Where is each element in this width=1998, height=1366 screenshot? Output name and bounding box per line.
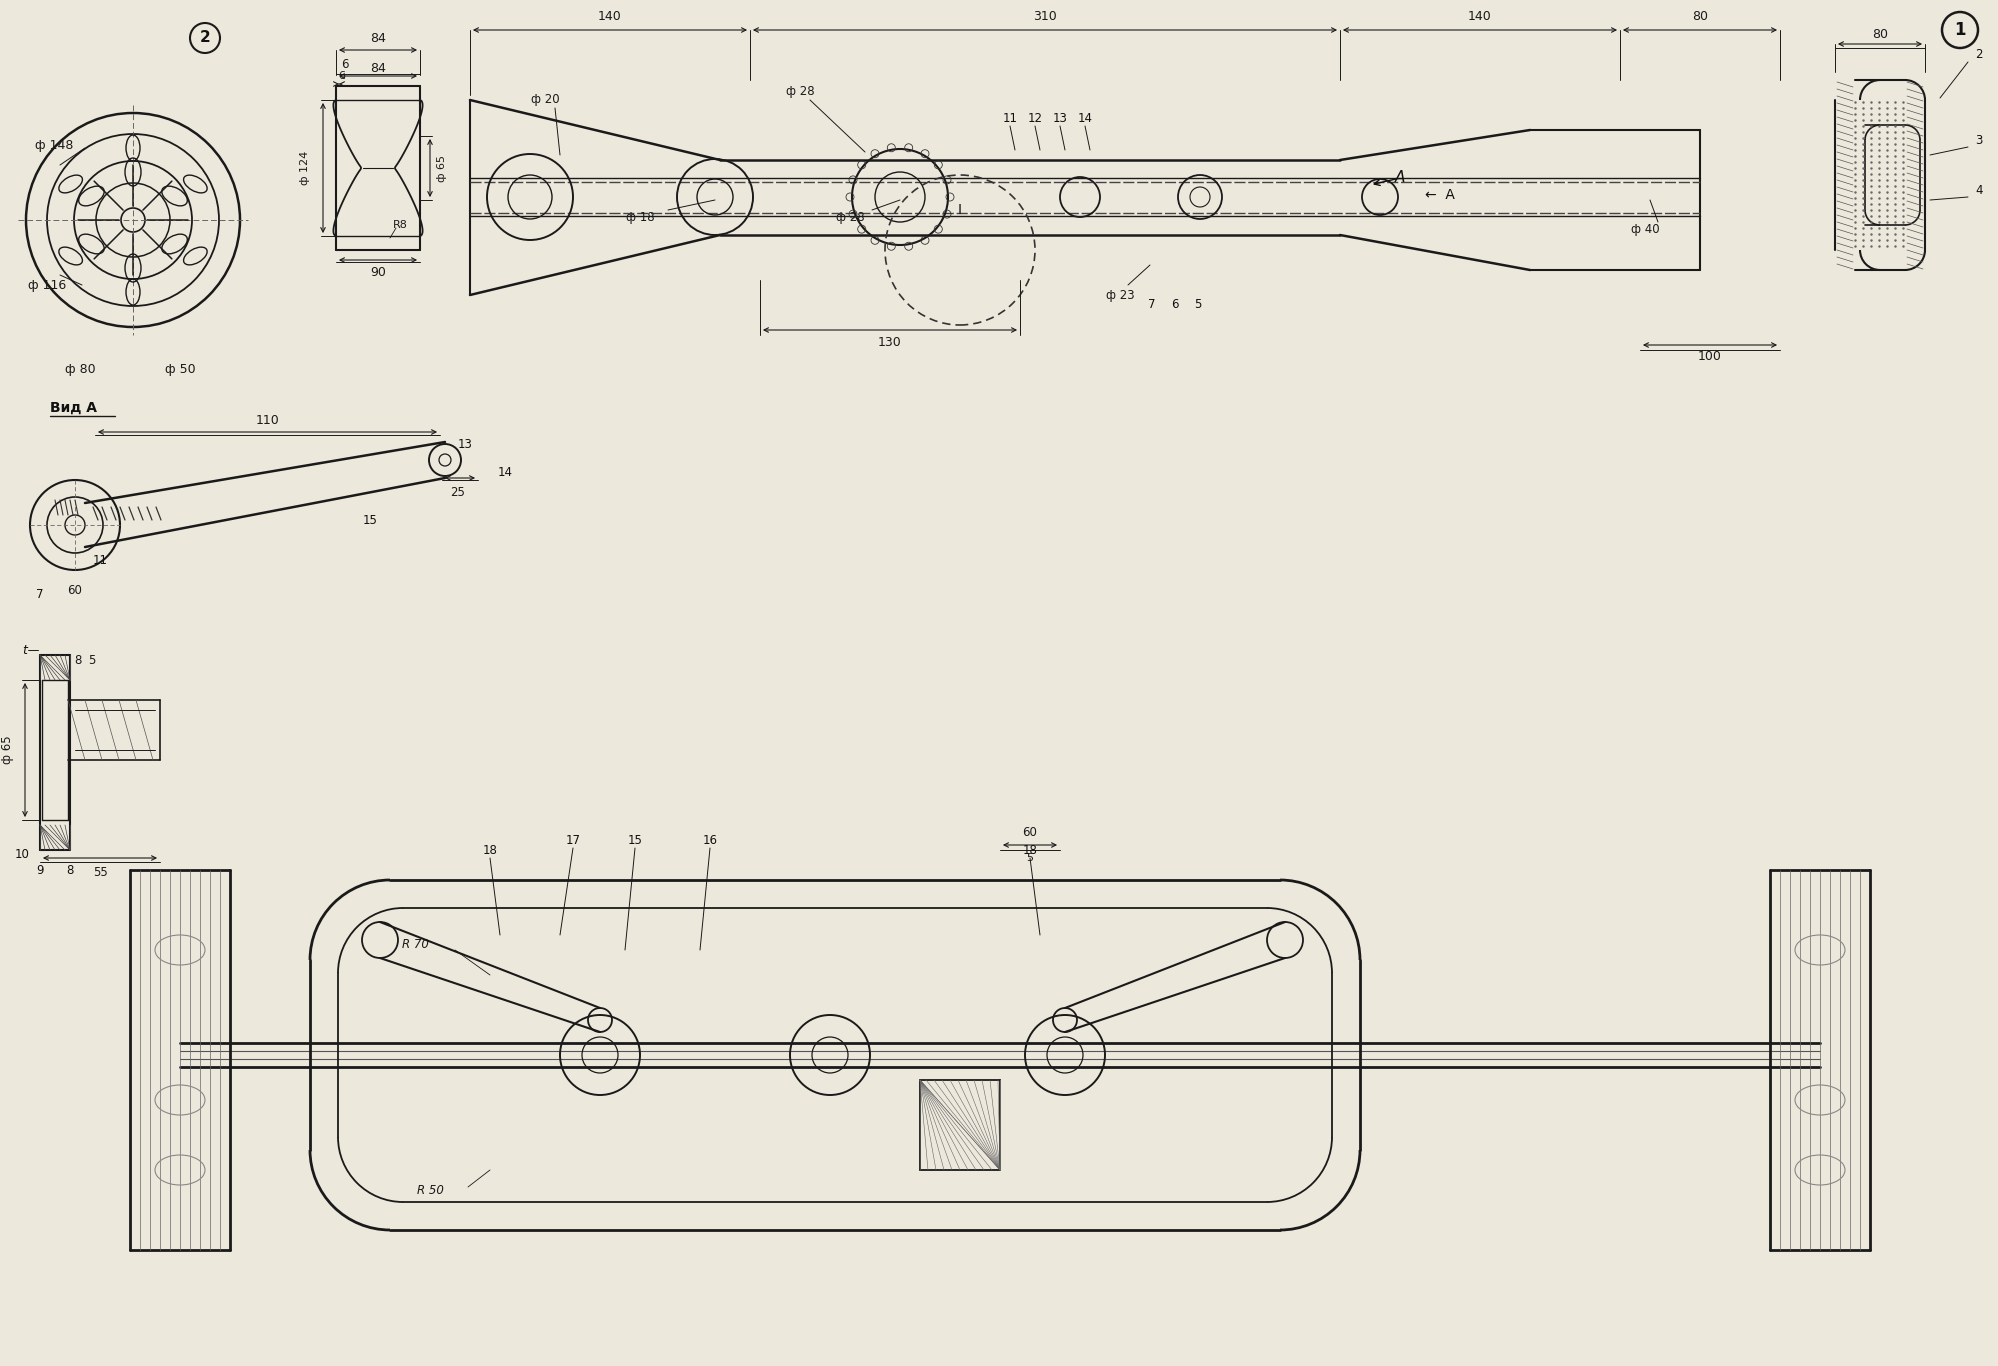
- Text: 17: 17: [565, 833, 581, 847]
- Text: 7: 7: [36, 589, 44, 601]
- Text: 11: 11: [92, 553, 108, 567]
- Text: 84: 84: [370, 31, 386, 45]
- Text: 5: 5: [1027, 852, 1033, 863]
- Text: 15: 15: [627, 833, 643, 847]
- Text: 1: 1: [1954, 20, 1966, 40]
- Text: 130: 130: [879, 336, 901, 348]
- Text: ф 65: ф 65: [0, 736, 14, 765]
- Text: R 50: R 50: [416, 1183, 444, 1197]
- Text: ф 40: ф 40: [1632, 224, 1660, 236]
- Text: ф 28: ф 28: [835, 212, 865, 224]
- Text: 140: 140: [1469, 10, 1493, 22]
- Text: 6: 6: [1171, 299, 1179, 311]
- Text: 5: 5: [88, 653, 96, 667]
- Text: ф 80: ф 80: [66, 363, 96, 377]
- Text: ф 65: ф 65: [438, 154, 448, 182]
- Text: ф 124: ф 124: [300, 150, 310, 186]
- Text: 100: 100: [1698, 351, 1722, 363]
- Text: R 70: R 70: [402, 938, 428, 952]
- Text: 140: 140: [597, 10, 621, 22]
- Text: ф 50: ф 50: [166, 363, 196, 377]
- Text: 2: 2: [1974, 49, 1982, 61]
- Text: 90: 90: [370, 265, 386, 279]
- Text: 11: 11: [1003, 112, 1017, 124]
- Text: 9: 9: [36, 863, 44, 877]
- Text: 2: 2: [200, 30, 210, 45]
- Text: I: I: [957, 204, 961, 217]
- Text: ←  А: ← А: [1425, 189, 1455, 202]
- Text: ф 116: ф 116: [28, 279, 66, 291]
- Text: 60: 60: [1023, 826, 1037, 840]
- Text: ф 28: ф 28: [785, 86, 815, 98]
- Text: 7: 7: [1149, 299, 1155, 311]
- Text: 3: 3: [1974, 134, 1982, 146]
- Text: 16: 16: [703, 833, 717, 847]
- Text: ф 20: ф 20: [531, 93, 559, 107]
- Text: 15: 15: [362, 514, 378, 526]
- Text: ф 148: ф 148: [36, 138, 74, 152]
- Text: R8: R8: [394, 220, 408, 229]
- Text: 6: 6: [338, 71, 346, 81]
- Text: А: А: [1395, 171, 1405, 186]
- Text: 8: 8: [66, 863, 74, 877]
- Text: 5: 5: [1195, 299, 1201, 311]
- Text: 14: 14: [1077, 112, 1093, 124]
- Text: 310: 310: [1033, 10, 1057, 22]
- Text: 60: 60: [68, 583, 82, 597]
- Text: 80: 80: [1872, 29, 1888, 41]
- Text: 6: 6: [342, 59, 350, 71]
- Text: ф 18: ф 18: [625, 212, 653, 224]
- Text: 18: 18: [484, 843, 498, 856]
- Text: 25: 25: [452, 485, 466, 499]
- Text: 13: 13: [458, 438, 472, 452]
- Text: Вид А: Вид А: [50, 402, 98, 415]
- Text: t: t: [22, 643, 26, 657]
- Text: 4: 4: [1974, 183, 1982, 197]
- Text: 13: 13: [1053, 112, 1067, 124]
- Text: 8: 8: [74, 653, 82, 667]
- Text: 84: 84: [370, 61, 386, 75]
- Text: 110: 110: [256, 414, 280, 426]
- Text: 10: 10: [14, 848, 30, 862]
- Text: 18: 18: [1023, 843, 1037, 856]
- Text: 55: 55: [92, 866, 108, 880]
- Text: 80: 80: [1692, 10, 1708, 22]
- Text: ф 23: ф 23: [1105, 288, 1135, 302]
- Text: 14: 14: [498, 466, 513, 478]
- Text: 12: 12: [1027, 112, 1043, 124]
